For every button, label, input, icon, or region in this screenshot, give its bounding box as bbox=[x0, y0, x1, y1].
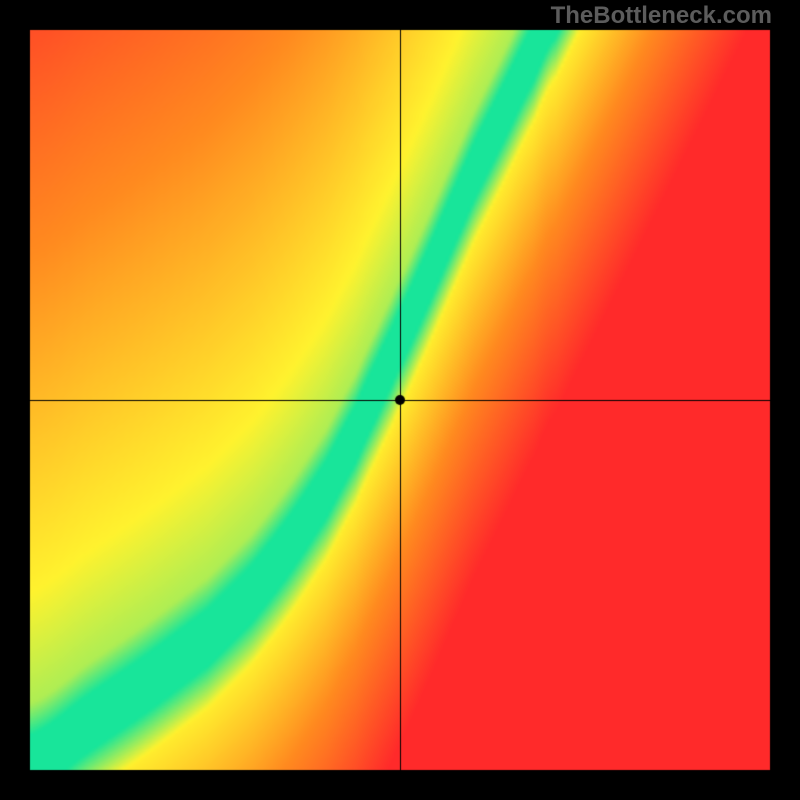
watermark-text: TheBottleneck.com bbox=[551, 2, 772, 30]
bottleneck-heatmap bbox=[0, 0, 800, 800]
chart-container: TheBottleneck.com bbox=[0, 0, 800, 800]
